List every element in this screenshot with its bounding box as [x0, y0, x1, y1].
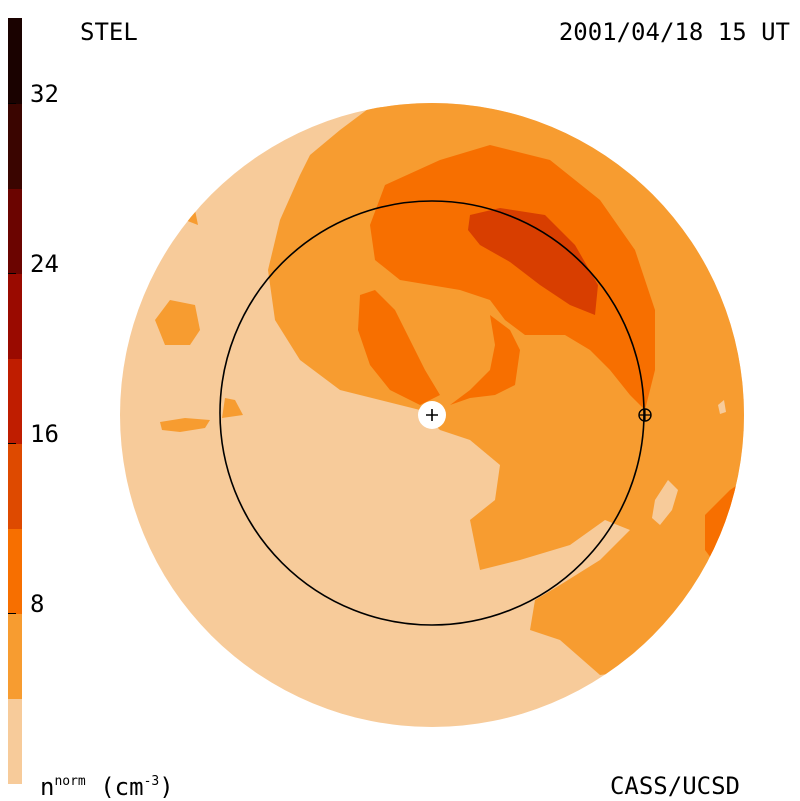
- tick-mark-16: [8, 443, 16, 444]
- density-region-level-2-lobe-right: [450, 315, 520, 405]
- color-bar-segment: [8, 698, 22, 785]
- color-bar-segment: [8, 358, 22, 445]
- tick-label-8: 8: [30, 590, 45, 618]
- unit-superscript: norm: [54, 774, 86, 789]
- unit-exponent: -3: [143, 774, 160, 789]
- density-region-level-2: [370, 145, 655, 410]
- color-bar-segment: [8, 528, 22, 615]
- unit-close: ): [159, 773, 174, 801]
- color-bar-segment: [8, 188, 22, 274]
- light-speck: [248, 478, 266, 488]
- density-region-level-2-lobe: [358, 290, 440, 405]
- color-bar-segment: [8, 103, 22, 189]
- tick-label-16: 16: [30, 420, 59, 448]
- light-patch-right: [652, 480, 678, 525]
- color-bar: [8, 18, 22, 785]
- observatory-label: STEL: [80, 18, 138, 46]
- tick-mark-24: [8, 273, 16, 274]
- density-region-level-1-small: [155, 300, 200, 345]
- credit-label: CASS/UCSD: [609, 772, 740, 800]
- sun-cross-icon: [426, 409, 438, 421]
- timestamp-label: 2001/04/18 15 UT: [558, 18, 790, 46]
- color-bar-segment: [8, 613, 22, 700]
- color-bar-segment: [8, 18, 22, 104]
- light-patch-right-edge: [718, 400, 726, 414]
- density-unit-label: nnorm (cm-3): [40, 770, 174, 799]
- unit-base: n: [40, 773, 55, 801]
- tick-mark-8: [8, 613, 16, 614]
- earth-cross-icon: [639, 409, 651, 421]
- tick-mark-32: [8, 103, 16, 104]
- tick-label-24: 24: [30, 250, 59, 278]
- tick-label-32: 32: [30, 80, 59, 108]
- color-bar-segment: [8, 443, 22, 530]
- unit-paren: (cm: [100, 773, 144, 801]
- density-region-level-1-left-edge: [185, 210, 198, 225]
- color-bar-segment: [8, 273, 22, 359]
- earth-orbit-circle: [219, 200, 645, 626]
- density-region-level-1-patch: [222, 398, 243, 418]
- density-region-level-1-strip: [160, 418, 210, 432]
- density-region-level-3: [468, 208, 598, 315]
